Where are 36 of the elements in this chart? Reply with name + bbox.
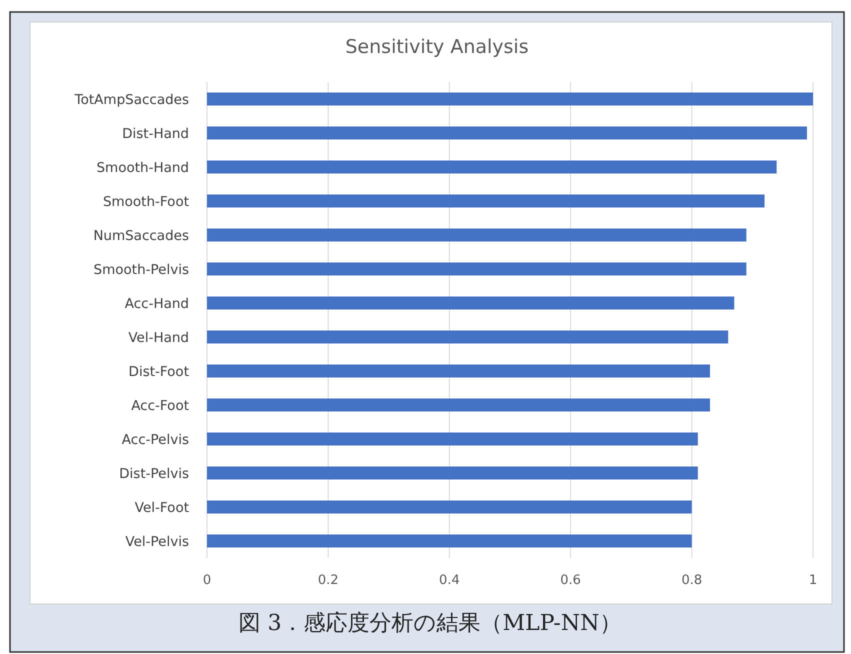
- bar: [207, 296, 734, 310]
- x-tick-label: 0.6: [560, 573, 581, 588]
- bar: [207, 92, 813, 106]
- y-tick-label: Dist-Foot: [128, 364, 189, 380]
- y-tick-label: Vel-Pelvis: [125, 534, 189, 550]
- y-tick-label: Acc-Hand: [124, 296, 189, 312]
- bar: [207, 500, 692, 514]
- bar: [207, 364, 710, 378]
- x-tick-label: 0.2: [318, 573, 339, 588]
- y-tick-label: Acc-Foot: [131, 398, 189, 414]
- y-tick-label: Dist-Hand: [122, 126, 189, 142]
- x-tick-label: 1: [808, 573, 818, 588]
- y-tick-label: Vel-Hand: [128, 330, 189, 346]
- caption: 図 3．感応度分析の結果（MLP-NN）: [238, 611, 622, 636]
- bar: [207, 466, 698, 480]
- y-tick-label: TotAmpSaccades: [74, 92, 189, 108]
- bar: [207, 330, 728, 344]
- bar: [207, 398, 710, 412]
- bar: [207, 160, 777, 174]
- bar: [207, 262, 746, 276]
- x-tick-label: 0: [202, 573, 212, 588]
- bar: [207, 194, 765, 208]
- y-tick-label: Dist-Pelvis: [119, 466, 189, 482]
- y-tick-label: Smooth-Foot: [102, 194, 189, 210]
- bar: [207, 432, 698, 446]
- y-tick-label: Acc-Pelvis: [122, 432, 189, 448]
- bar: [207, 126, 807, 140]
- y-tick-label: Smooth-Pelvis: [94, 262, 189, 278]
- x-tick-label: 0.4: [439, 573, 460, 588]
- bar: [207, 534, 692, 548]
- bar: [207, 228, 746, 242]
- y-tick-label: NumSaccades: [93, 228, 189, 244]
- y-tick-label: Vel-Foot: [134, 500, 189, 516]
- y-tick-label: Smooth-Hand: [96, 160, 189, 176]
- chart-title: Sensitivity Analysis: [345, 36, 529, 58]
- x-tick-label: 0.8: [681, 573, 702, 588]
